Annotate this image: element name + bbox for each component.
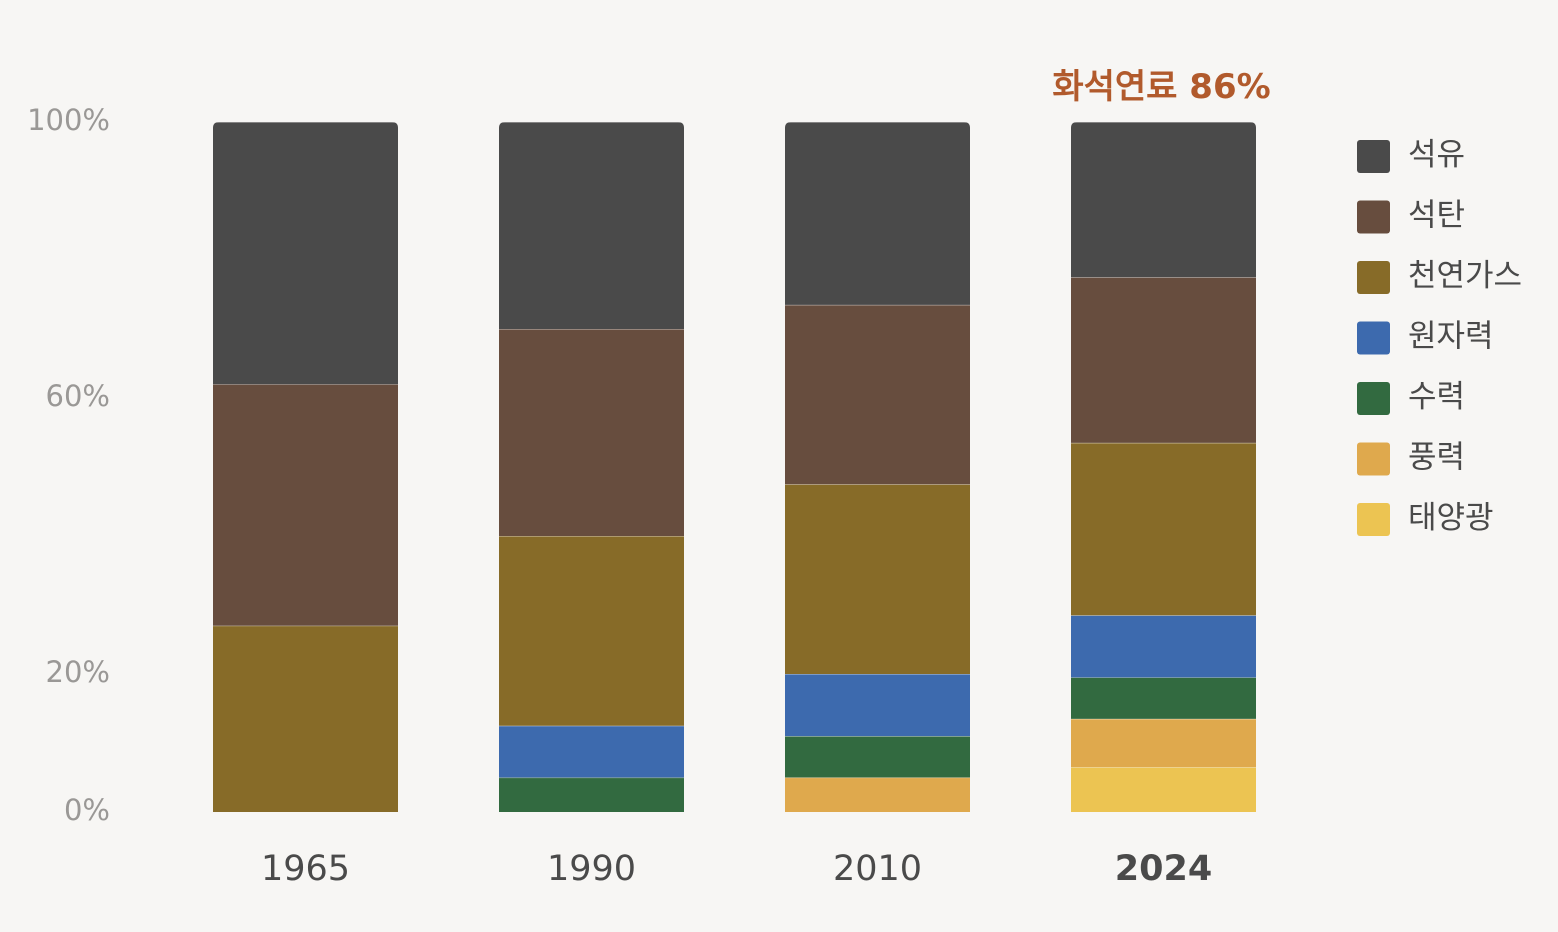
bar-segment-2024-석탄	[1071, 277, 1256, 443]
bar-segment-2024-천연가스	[1071, 442, 1256, 616]
bar-segment-2024-석유	[1071, 122, 1256, 278]
bar-segment-1965-석유	[213, 122, 398, 385]
bar-segment-1990-석유	[499, 122, 684, 329]
x-tick-label-2024: 2024	[1115, 849, 1212, 889]
bar-segment-1990-수력	[499, 777, 684, 812]
x-tick-label-1965: 1965	[261, 849, 350, 889]
bar-2010	[785, 121, 970, 812]
legend-swatch	[1357, 140, 1390, 173]
y-tick-label: 100%	[27, 103, 110, 137]
bar-segment-1965-석탄	[213, 384, 398, 626]
legend-swatch	[1357, 382, 1390, 415]
fossil-fuel-annotation: 화석연료 86%	[1052, 67, 1270, 107]
legend-item-풍력: 풍력	[1357, 440, 1465, 476]
bar-segment-2024-수력	[1071, 677, 1256, 719]
bar-2024	[1071, 121, 1256, 812]
bar-1990	[499, 121, 684, 812]
legend-label: 원자력	[1408, 319, 1494, 355]
legend-label: 태양광	[1408, 500, 1494, 536]
legend-item-원자력: 원자력	[1357, 319, 1494, 355]
bar-segment-2010-석탄	[785, 304, 970, 485]
legend-item-태양광: 태양광	[1357, 500, 1494, 536]
legend-label: 수력	[1408, 379, 1465, 415]
bar-segment-2024-태양광	[1071, 767, 1256, 812]
bar-segment-1965-천연가스	[213, 625, 398, 812]
bar-segment-2024-원자력	[1071, 615, 1256, 678]
bar-segment-2010-천연가스	[785, 484, 970, 674]
bar-segment-2024-풍력	[1071, 718, 1256, 768]
legend-item-수력: 수력	[1357, 379, 1465, 415]
x-tick-label-1990: 1990	[547, 849, 636, 889]
legend-swatch	[1357, 261, 1390, 294]
legend-item-석유: 석유	[1357, 137, 1465, 173]
x-axis-ticks: 1965 1990 2010 2024	[261, 849, 1212, 889]
bar-1965	[213, 121, 398, 812]
y-tick-label: 0%	[64, 793, 110, 827]
bar-segment-1990-석탄	[499, 329, 684, 536]
bar-segment-1990-원자력	[499, 725, 684, 778]
stacked-bars	[213, 121, 1256, 812]
bar-segment-1990-천연가스	[499, 536, 684, 726]
x-tick-label-2010: 2010	[833, 849, 922, 889]
bar-segment-2010-풍력	[785, 777, 970, 812]
legend-label: 천연가스	[1408, 258, 1522, 294]
annotations: 화석연료 86%	[1052, 67, 1270, 107]
y-tick-label: 60%	[46, 379, 110, 413]
bar-segment-2010-석유	[785, 122, 970, 305]
legend-swatch	[1357, 200, 1390, 234]
legend-label: 석유	[1408, 137, 1465, 173]
bar-segment-2010-원자력	[785, 674, 970, 737]
legend-item-천연가스: 천연가스	[1357, 258, 1522, 294]
legend-swatch	[1357, 442, 1390, 476]
legend-item-석탄: 석탄	[1357, 198, 1465, 234]
y-axis-ticks: 0% 20% 60% 100%	[27, 103, 110, 827]
legend-label: 석탄	[1408, 198, 1465, 234]
legend-swatch	[1357, 321, 1390, 355]
bar-segment-2010-수력	[785, 736, 970, 778]
legend-label: 풍력	[1408, 440, 1465, 476]
y-tick-label: 20%	[46, 655, 110, 689]
legend-swatch	[1357, 503, 1390, 536]
